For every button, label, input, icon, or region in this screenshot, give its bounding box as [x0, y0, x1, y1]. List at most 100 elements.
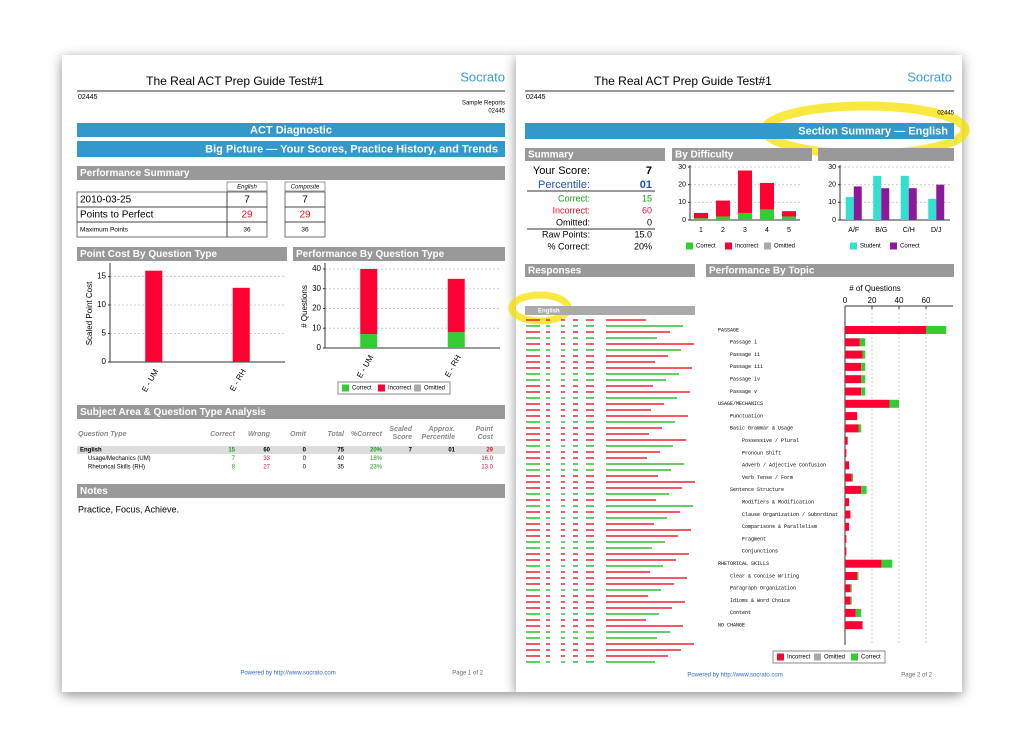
bar-segment: [845, 350, 863, 359]
col-header-box: [284, 181, 326, 192]
legend-label: Student: [860, 244, 881, 250]
cell: 29: [241, 210, 253, 221]
column-header: Total: [328, 431, 346, 438]
summary-value: 15.0: [634, 229, 652, 239]
legend-swatch: [414, 384, 421, 392]
bar-segment: [861, 485, 867, 494]
topic-label: Fragment: [742, 536, 766, 542]
bar-segment: [845, 485, 862, 494]
legend-swatch: [378, 384, 385, 392]
bar-segment: [716, 216, 730, 220]
legend-label: Incorrect: [735, 244, 759, 250]
bar-segment: [760, 182, 774, 210]
bar-segment: [889, 399, 899, 408]
bar-segment: [782, 216, 796, 220]
bar-segment: [845, 498, 850, 507]
cell: 75: [337, 448, 344, 454]
y-tick-label: 15: [97, 272, 106, 281]
cell: 0: [303, 465, 307, 471]
topic-label: Modifiers & Modification: [742, 500, 814, 506]
banner: [77, 141, 505, 157]
logo: Socrato: [907, 69, 952, 84]
x-tick-label: B/G: [875, 227, 887, 234]
topic-label: Clear & Concise Writing: [730, 573, 799, 579]
cell: 35: [337, 465, 344, 471]
bar-segment: [447, 332, 465, 348]
x-tick-label: 60: [922, 296, 931, 305]
bar-segment: [845, 473, 852, 482]
banner-title: ACT Diagnostic: [250, 124, 332, 136]
cell: 23%: [370, 465, 383, 471]
bar-segment: [845, 399, 890, 408]
bar-segment: [850, 596, 852, 605]
y-tick-label: 10: [97, 300, 106, 309]
bar-segment: [845, 584, 851, 593]
column-header: %Correct: [351, 431, 383, 438]
y-tick-label: 0: [317, 343, 322, 352]
header-title: The Real ACT Prep Guide Test#1: [594, 74, 772, 88]
cell: 33: [263, 456, 270, 462]
bar-segment: [845, 338, 860, 347]
bar: [232, 287, 250, 362]
section-title: Subject Area & Question Type Analysis: [80, 407, 266, 418]
legend-label: Omitted: [774, 244, 795, 250]
bar-segment: [845, 375, 862, 384]
summary-value: 7: [646, 165, 652, 177]
cell: 29: [486, 448, 493, 454]
bar: [936, 184, 945, 220]
bar-segment: [855, 608, 862, 617]
legend-swatch: [814, 653, 821, 661]
legend-label: Correct: [696, 244, 716, 250]
bar-segment: [861, 362, 866, 371]
id: 02445: [78, 94, 98, 101]
x-tick-label: A/F: [848, 227, 859, 234]
bar-segment: [845, 412, 858, 421]
topic-label: NO CHANGE: [718, 623, 745, 629]
legend-box: [337, 381, 451, 395]
topic-label: Possessive / Plural: [742, 438, 799, 444]
y-tick-label: 0: [682, 217, 686, 224]
y-tick-label: 10: [312, 323, 321, 332]
bar: [928, 198, 937, 220]
bar-segment: [845, 436, 848, 445]
bar-segment: [738, 212, 752, 220]
bar-segment: [845, 596, 851, 605]
topic-label: Pronoun Shift: [742, 450, 781, 456]
topic-label: Clause Organization / Subordinat: [742, 512, 838, 518]
topic-label: Passage i: [730, 340, 757, 346]
y-tick-label: 20: [678, 182, 686, 189]
bar: [853, 186, 862, 220]
section-title: Performance By Topic: [709, 266, 815, 277]
summary-value: 01: [640, 179, 652, 191]
section-title: Performance Summary: [80, 168, 190, 179]
bar-segment: [850, 584, 852, 593]
column-header: Omit: [290, 431, 307, 438]
id: 02445: [526, 94, 546, 101]
section-header: [77, 247, 287, 261]
bar: [145, 270, 163, 362]
cell: Rhetorical Skills (RH): [88, 465, 145, 471]
logo: Socrato: [460, 69, 505, 84]
bar-segment: [859, 338, 866, 347]
legend-label: Incorrect: [787, 655, 811, 661]
cell: 0: [303, 448, 307, 454]
row-label: Points to Perfect: [80, 210, 154, 221]
section-header: [672, 148, 812, 161]
section-title: Notes: [80, 486, 108, 497]
bar-segment: [861, 387, 866, 396]
section-title: Performance By Question Type: [296, 249, 445, 260]
section-header: [706, 264, 954, 277]
y-tick-label: 10: [828, 199, 836, 206]
column-header: Point Cost: [476, 426, 494, 441]
bar-segment: [760, 209, 774, 220]
banner-title: Big Picture — Your Scores, Practice Hist…: [205, 143, 498, 155]
bar-segment: [845, 608, 856, 617]
notes-text: Practice, Focus, Achieve.: [78, 504, 179, 514]
section-header: [818, 148, 954, 161]
bar-segment: [862, 350, 866, 359]
bar-segment: [926, 326, 947, 334]
legend-label: Correct: [861, 655, 881, 661]
summary-label: Percentile:: [538, 179, 590, 191]
summary-value: 0: [647, 217, 652, 227]
legend-swatch: [764, 242, 771, 250]
